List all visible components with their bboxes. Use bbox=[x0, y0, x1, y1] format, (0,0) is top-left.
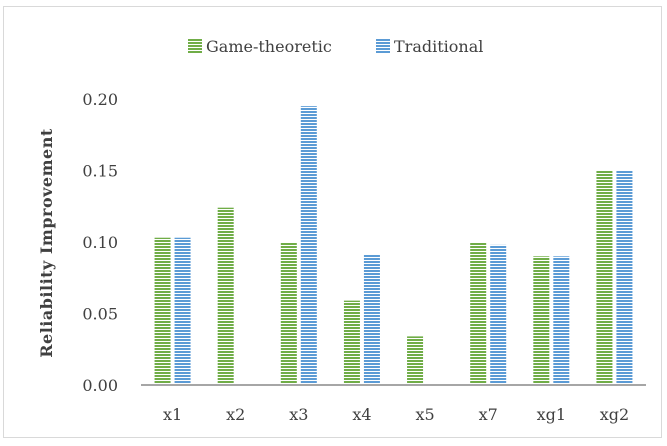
y-tick-label: 0.10 bbox=[82, 233, 118, 252]
legend-label-traditional: Traditional bbox=[394, 37, 483, 56]
y-tick-label: 0.20 bbox=[82, 90, 118, 109]
bar-traditional-x3 bbox=[300, 106, 317, 386]
x-category-label: xg1 bbox=[537, 405, 566, 424]
y-tick-label: 0.05 bbox=[82, 305, 118, 324]
bar-traditional-x4 bbox=[363, 254, 380, 385]
y-tick-label: 0.15 bbox=[82, 162, 118, 181]
bar-traditional-x7 bbox=[490, 244, 507, 385]
y-axis-label: Reliability Improvement bbox=[37, 128, 56, 358]
bar-traditional-x1 bbox=[174, 237, 191, 385]
bar-game-theoretic-xg2 bbox=[596, 170, 613, 385]
bar-game-theoretic-x4 bbox=[343, 300, 360, 385]
bar-game-theoretic-xg1 bbox=[533, 256, 550, 385]
x-category-label: xg2 bbox=[600, 405, 629, 424]
x-category-label: x5 bbox=[415, 405, 434, 424]
x-category-label: x4 bbox=[352, 405, 371, 424]
bar-game-theoretic-x5 bbox=[407, 336, 424, 385]
legend-swatch-game-theoretic bbox=[188, 39, 202, 53]
x-axis-categories: x1 x2 x3 x4 x5 x7 xg1 xg2 bbox=[163, 405, 629, 424]
bar-traditional-xg2 bbox=[616, 170, 633, 385]
bar-game-theoretic-x1 bbox=[154, 237, 171, 385]
y-tick-label: 0.00 bbox=[82, 376, 118, 395]
chart-frame bbox=[3, 6, 662, 438]
bar-game-theoretic-x7 bbox=[470, 242, 487, 385]
x-category-label: x3 bbox=[289, 405, 308, 424]
x-category-label: x1 bbox=[163, 405, 182, 424]
x-category-label: x7 bbox=[479, 405, 498, 424]
bar-game-theoretic-x2 bbox=[217, 207, 234, 385]
bars bbox=[154, 106, 633, 386]
legend-label-game-theoretic: Game-theoretic bbox=[206, 37, 332, 56]
x-category-label: x2 bbox=[226, 405, 245, 424]
bar-game-theoretic-x3 bbox=[280, 242, 297, 385]
legend: Game-theoretic Traditional bbox=[188, 37, 483, 56]
legend-swatch-traditional bbox=[376, 39, 390, 53]
y-axis-ticks: 0.00 0.05 0.10 0.15 0.20 bbox=[82, 90, 118, 395]
bar-traditional-xg1 bbox=[553, 256, 570, 385]
